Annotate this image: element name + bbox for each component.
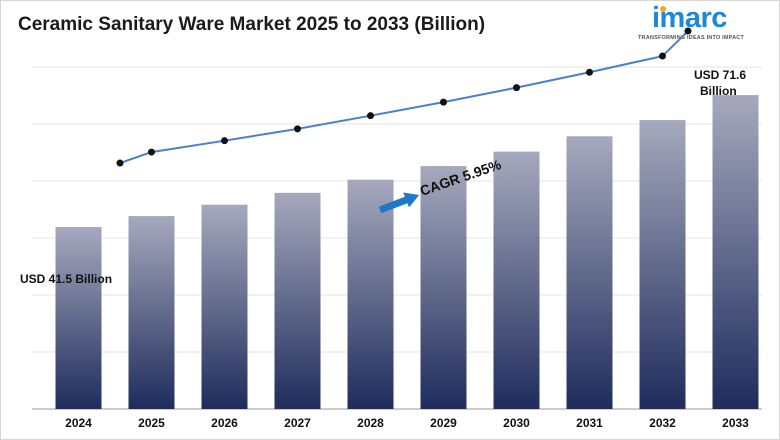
trend-line (116, 27, 692, 167)
bar-2030 (493, 151, 540, 409)
x-tick-2030: 2030 (503, 416, 530, 430)
x-tick-2026: 2026 (211, 416, 238, 430)
logo-tagline: TRANSFORMING IDEAS INTO IMPACT (638, 35, 745, 41)
trend-point-2024 (116, 159, 124, 167)
trend-point-2029 (440, 98, 447, 106)
end-value-label-line2: Billion (700, 84, 737, 98)
cagr-arrow-icon (378, 192, 420, 214)
trend-point-2032 (659, 52, 666, 60)
imarc-logo: imarc TRANSFORMING IDEAS INTO IMPACT (626, 2, 772, 46)
start-value-label: USD 41.5 Billion (20, 272, 113, 286)
trend-point-2025 (148, 148, 155, 156)
x-tick-2031: 2031 (576, 416, 603, 430)
trend-polyline (119, 30, 689, 164)
x-tick-2027: 2027 (284, 416, 311, 430)
bar-2028 (347, 179, 394, 409)
end-value-label-line1: USD 71.6 (694, 68, 747, 82)
chart-title: Ceramic Sanitary Ware Market 2025 to 203… (18, 14, 486, 35)
x-tick-2024: 2024 (65, 416, 92, 430)
trend-point-2027 (294, 125, 301, 133)
x-tick-2025: 2025 (138, 416, 165, 430)
x-tick-2029: 2029 (430, 416, 457, 430)
bar-2031 (566, 136, 613, 409)
trend-point-2028 (367, 112, 374, 120)
bar-2024 (55, 227, 102, 409)
bar-2027 (274, 192, 321, 409)
bar-2033 (712, 95, 759, 410)
bar-2026 (201, 204, 248, 409)
x-tick-2032: 2032 (649, 416, 676, 430)
trend-point-2026 (221, 137, 228, 145)
x-axis-ticks: 2024 2025 2026 2027 2028 2029 2030 2031 2032 2033 (65, 416, 749, 430)
bars (55, 95, 759, 410)
trend-point-2033 (684, 27, 692, 35)
logo-dot (660, 6, 666, 12)
bar-2029 (420, 166, 467, 409)
x-tick-2028: 2028 (357, 416, 384, 430)
trend-point-2030 (513, 84, 520, 92)
cagr-arrow-shape (378, 192, 420, 214)
bar-2032 (639, 120, 686, 410)
trend-point-2031 (586, 68, 593, 76)
bar-2025 (128, 216, 175, 409)
x-tick-2033: 2033 (722, 416, 749, 430)
